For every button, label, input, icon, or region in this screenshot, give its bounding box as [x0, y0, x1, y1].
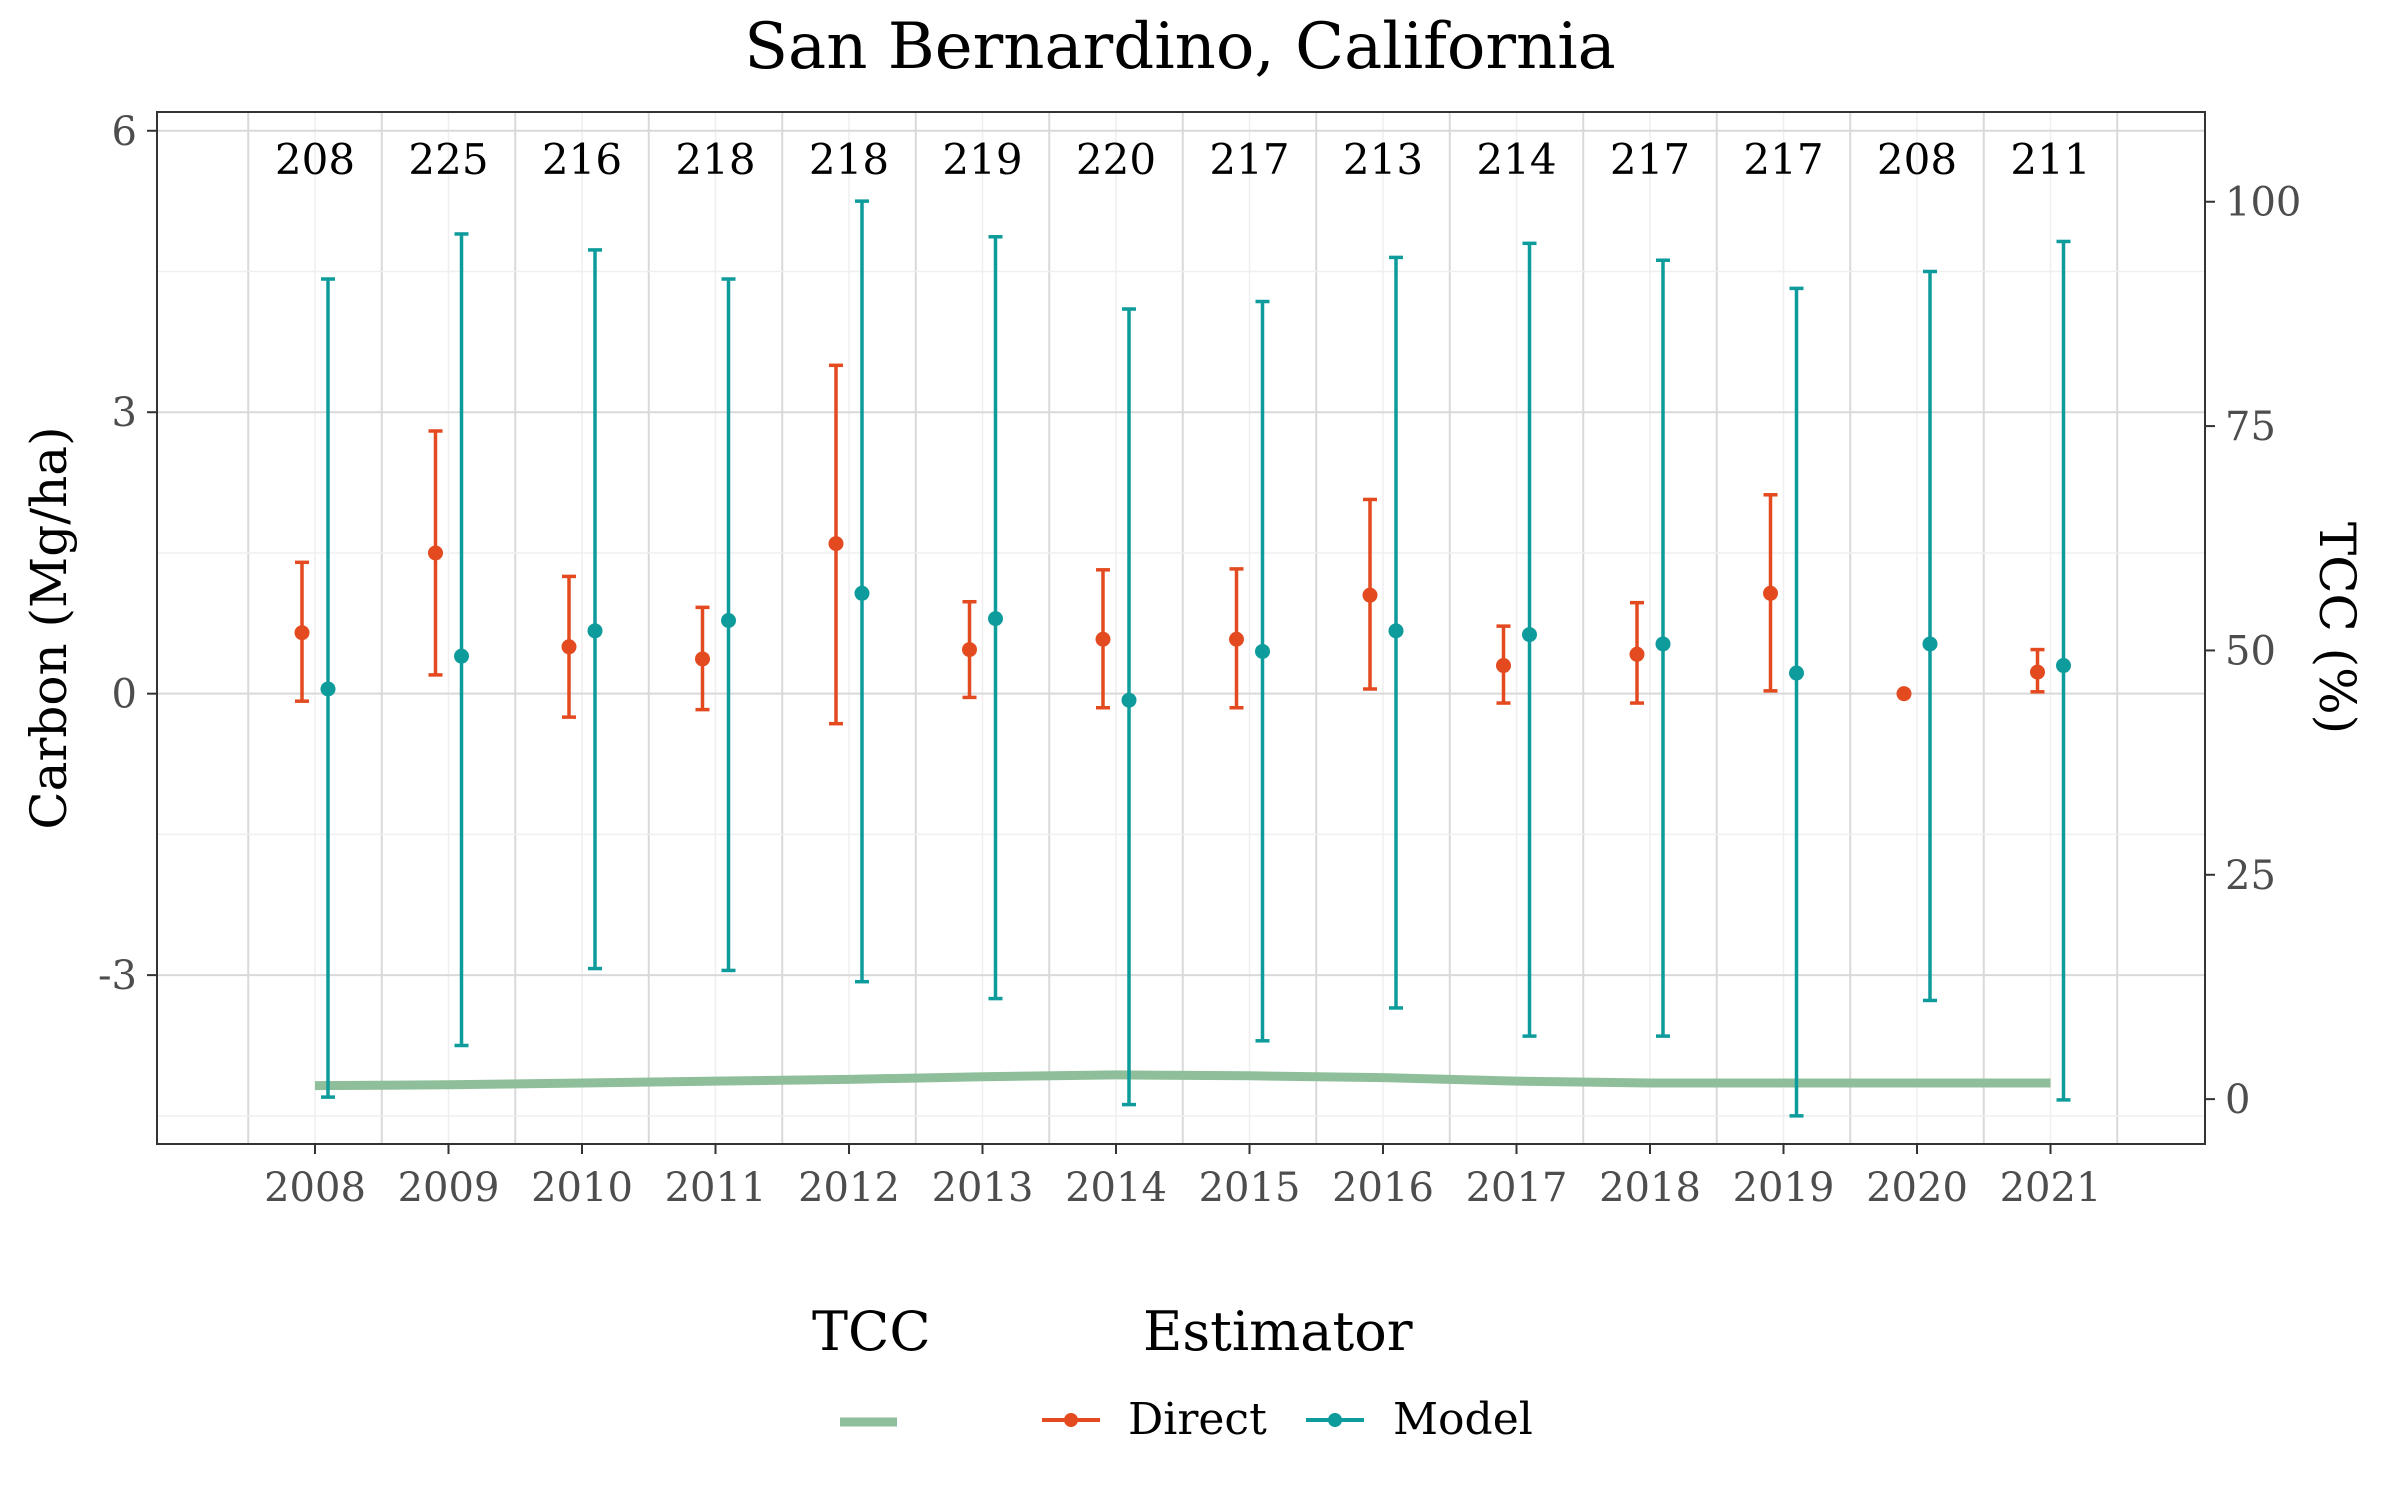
- tcc-line: [314, 1070, 2051, 1091]
- model-point: [1522, 627, 1537, 643]
- count-label: 217: [1209, 135, 1289, 184]
- direct-point: [962, 642, 977, 658]
- direct-point: [828, 536, 844, 552]
- count-label: 211: [2010, 135, 2090, 184]
- plot-panel-border: [156, 111, 2206, 1145]
- y-tick-label: 3: [112, 390, 137, 436]
- model-point: [1789, 665, 1804, 681]
- model-point: [2056, 658, 2071, 674]
- count-label: 225: [408, 135, 488, 184]
- y2-tick-label: 75: [2225, 404, 2276, 450]
- direct-point: [695, 651, 710, 667]
- count-label: 208: [275, 135, 355, 184]
- y2-tick-label: 0: [2225, 1077, 2250, 1123]
- x-tick-label: 2014: [1065, 1165, 1167, 1211]
- model-point: [721, 612, 736, 628]
- y2-tick-label: 100: [2225, 180, 2301, 226]
- model-errorbar: [588, 248, 602, 971]
- direct-point: [1896, 686, 1912, 702]
- y2-axis-title: TCC (%): [2308, 522, 2366, 734]
- x-tick-label: 2010: [531, 1165, 633, 1211]
- direct-point: [1095, 631, 1111, 647]
- legend-key-model: [1306, 1413, 1364, 1427]
- y2-tick-label: 50: [2225, 628, 2276, 674]
- y-tick-label: 6: [112, 109, 137, 155]
- model-point: [320, 681, 336, 697]
- model-point: [1388, 623, 1404, 639]
- x-tick-label: 2018: [1599, 1165, 1701, 1211]
- tcc-layer: [314, 1070, 2051, 1091]
- model-point: [454, 648, 469, 664]
- count-label: 216: [542, 135, 622, 184]
- model-point: [1922, 636, 1938, 652]
- count-label: 218: [675, 135, 755, 184]
- x-tick-label: 2013: [932, 1165, 1034, 1211]
- y-tick-label: -3: [98, 953, 137, 999]
- legend-title-estimator: Estimator: [1143, 1300, 1413, 1363]
- x-tick-label: 2019: [1733, 1165, 1835, 1211]
- x-tick-label: 2020: [1866, 1165, 1968, 1211]
- model-errorbar: [454, 232, 469, 1048]
- direct-point: [428, 545, 443, 561]
- model-point: [587, 623, 603, 639]
- x-tick-label: 2012: [798, 1165, 900, 1211]
- model-point: [1121, 692, 1137, 708]
- direct-point: [561, 639, 577, 655]
- direct-point: [1629, 646, 1645, 662]
- x-tick-label: 2017: [1466, 1165, 1568, 1211]
- count-labels: 208 225 216 218 218 219 220 217 213 214 217 217 208 2…: [275, 135, 2091, 184]
- legend-title-tcc: TCC: [812, 1300, 931, 1363]
- grid-layer: [157, 112, 2205, 1144]
- model-errorbar: [1255, 299, 1270, 1043]
- x-tick-label: 2009: [398, 1165, 500, 1211]
- direct-point: [294, 625, 310, 641]
- x-tick-label: 2011: [665, 1165, 767, 1211]
- model-point: [854, 585, 870, 601]
- count-label: 218: [809, 135, 889, 184]
- direct-point: [2030, 664, 2045, 680]
- x-tick-label: 2008: [264, 1165, 366, 1211]
- model-errorbar: [1923, 269, 1937, 1003]
- count-label: 217: [1610, 135, 1690, 184]
- series-layer: [294, 199, 2071, 1118]
- count-label: 219: [942, 135, 1022, 184]
- model-point: [1655, 636, 1671, 652]
- x-tick-label: 2021: [2000, 1165, 2102, 1211]
- legend-key-direct: [1042, 1413, 1100, 1427]
- direct-point: [1362, 587, 1378, 603]
- direct-point: [1229, 631, 1244, 647]
- y-tick-label: 0: [112, 672, 137, 718]
- axis-layer: 6 3 0 -3 100 75 50 25 0 2008 2009 2010 2011 2012 2013 2…: [98, 109, 2301, 1211]
- legend: TCC Estimator Direct Model: [812, 1300, 1533, 1445]
- y-axis-title: Carbon (Mg/ha): [20, 426, 78, 829]
- model-point: [1255, 643, 1270, 659]
- model-point: [988, 611, 1003, 627]
- count-label: 217: [1743, 135, 1823, 184]
- legend-label-model: Model: [1393, 1394, 1533, 1445]
- count-label: 208: [1877, 135, 1957, 184]
- direct-point: [1496, 658, 1511, 674]
- chart-title: San Bernardino, California: [744, 10, 1616, 84]
- legend-label-direct: Direct: [1128, 1394, 1267, 1445]
- model-errorbar: [1789, 286, 1804, 1118]
- count-label: 214: [1476, 135, 1556, 184]
- y2-tick-label: 25: [2225, 853, 2276, 899]
- count-label: 220: [1076, 135, 1156, 184]
- direct-point: [1763, 585, 1778, 601]
- x-tick-label: 2016: [1332, 1165, 1434, 1211]
- x-tick-label: 2015: [1199, 1165, 1301, 1211]
- count-label: 213: [1343, 135, 1423, 184]
